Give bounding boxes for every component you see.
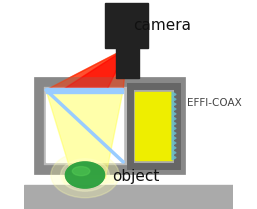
Polygon shape [46,48,127,90]
Polygon shape [172,121,176,126]
Polygon shape [46,48,127,90]
Bar [24,185,233,209]
Polygon shape [172,141,176,145]
Polygon shape [172,107,176,111]
Bar [105,3,148,48]
Polygon shape [172,97,176,102]
Polygon shape [62,48,127,90]
Polygon shape [172,126,176,131]
Ellipse shape [61,159,109,191]
Polygon shape [172,145,176,150]
Polygon shape [46,90,123,178]
Polygon shape [172,111,176,116]
Bar [46,88,123,93]
Bar [135,92,172,160]
Polygon shape [172,155,176,160]
Polygon shape [172,116,176,121]
Bar [46,90,123,162]
Polygon shape [46,90,123,178]
Text: camera: camera [133,18,191,33]
Ellipse shape [66,162,105,188]
Bar [130,86,177,166]
Polygon shape [62,48,127,90]
Polygon shape [172,131,176,136]
Polygon shape [46,90,123,178]
Polygon shape [40,90,130,183]
Bar [116,48,139,78]
Text: object: object [112,169,159,185]
Polygon shape [46,48,127,90]
Polygon shape [172,150,176,155]
Polygon shape [172,136,176,141]
Polygon shape [172,102,176,107]
Text: EFFI-COAX: EFFI-COAX [187,98,241,108]
Ellipse shape [66,162,105,188]
Ellipse shape [51,152,119,198]
Polygon shape [172,92,176,97]
Ellipse shape [72,167,90,176]
Bar [39,82,181,170]
